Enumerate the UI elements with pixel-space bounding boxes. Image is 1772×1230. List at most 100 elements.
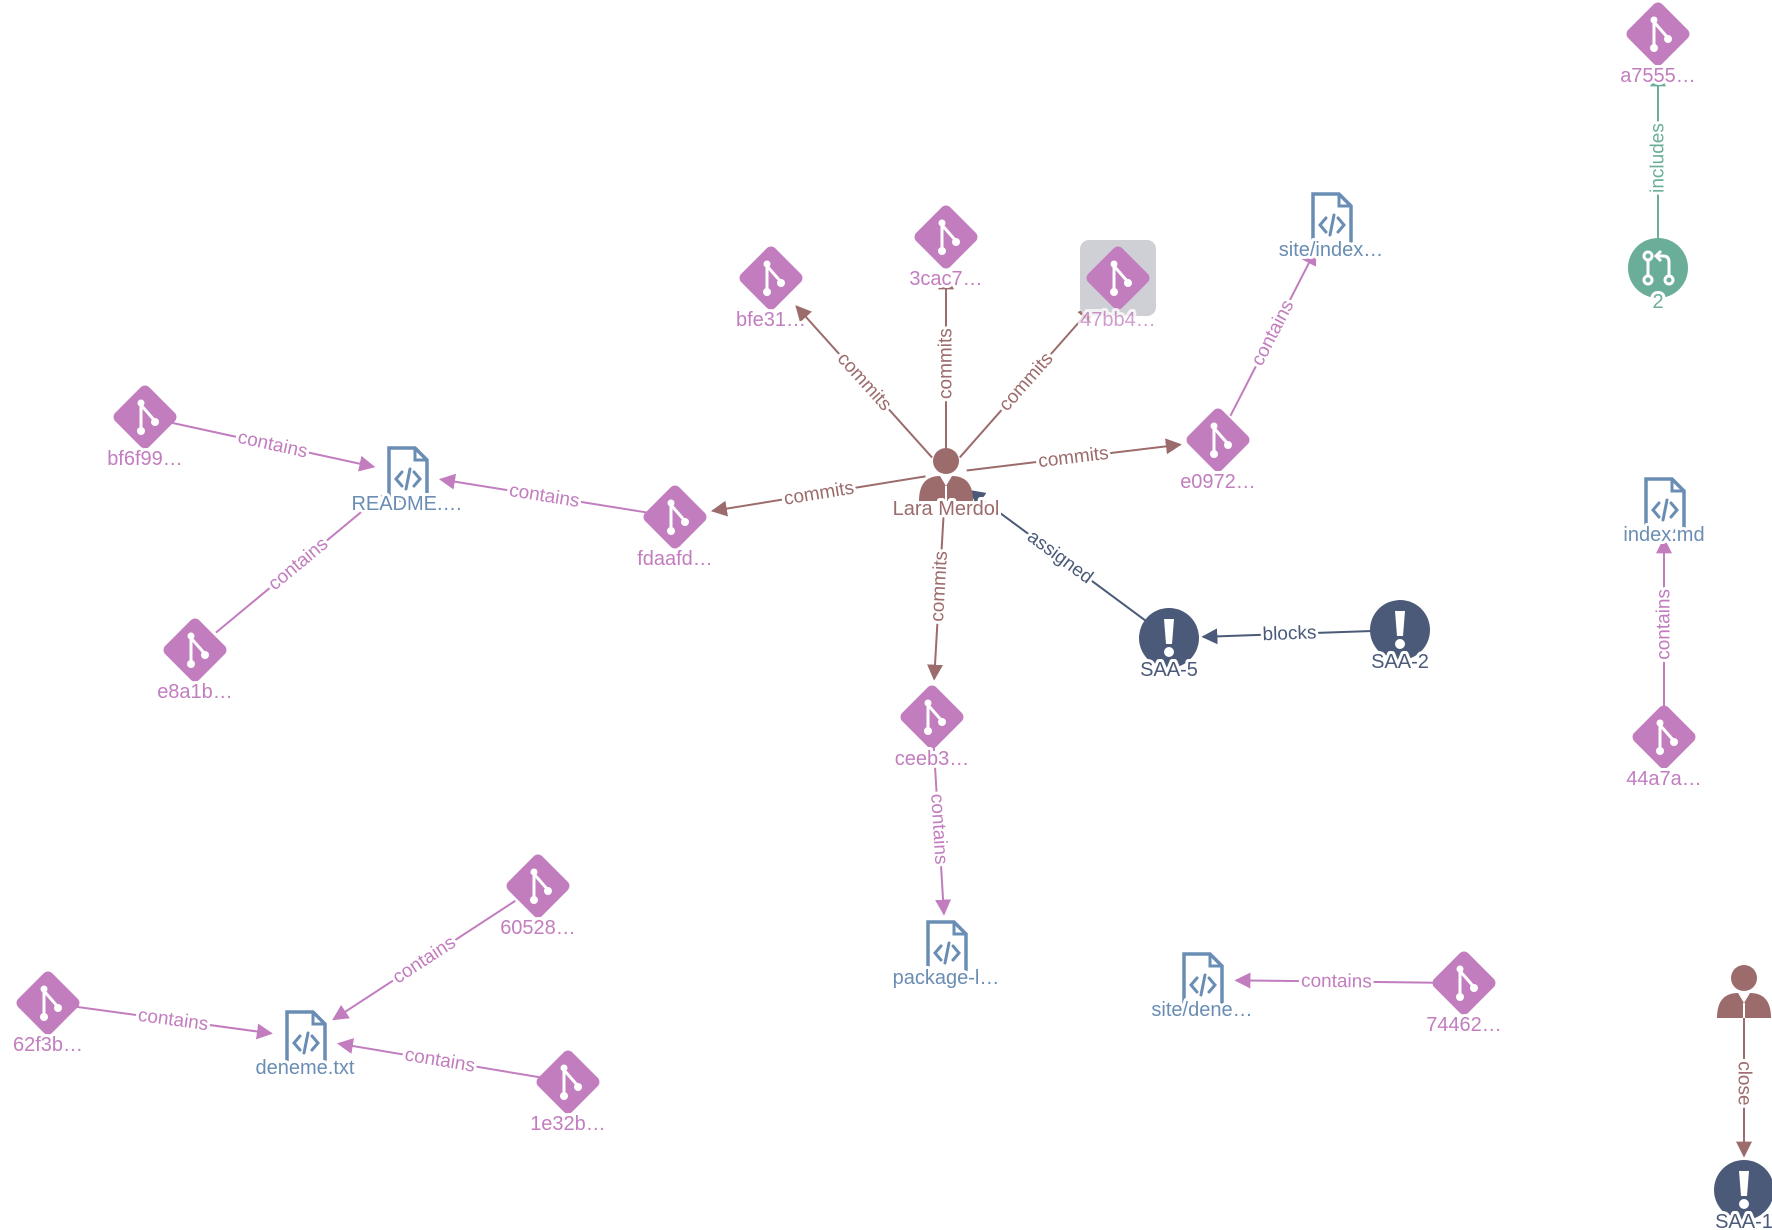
edge-commits[interactable]: commits	[795, 305, 933, 459]
node-label: fdaafd…	[637, 548, 713, 570]
nodes-layer: Lara Merdol bfe31… 3cac7… 47bb4… e0972… site/…	[10, 0, 1772, 1230]
person-icon	[1717, 965, 1771, 1018]
node-commit[interactable]: e0972…	[1177, 406, 1259, 496]
edge-commits[interactable]: commits	[933, 273, 960, 453]
edge-label: contains	[1247, 297, 1298, 370]
edge-includes[interactable]: includes	[1645, 70, 1672, 244]
node-person[interactable]: Lara Merdol	[890, 448, 1002, 523]
git-commit-icon	[914, 205, 978, 269]
node-label: site/index…	[1279, 239, 1384, 261]
issue-alert-icon	[1139, 608, 1199, 668]
node-file[interactable]: site/index…	[1276, 192, 1386, 264]
node-file[interactable]: deneme.txt	[253, 1010, 358, 1082]
edge-contains[interactable]: contains	[336, 1038, 542, 1080]
edge-line	[74, 1005, 273, 1040]
node-label: 47bb4…	[1080, 309, 1156, 331]
edge-line	[1201, 628, 1377, 645]
node-pullrequest[interactable]: 2	[1628, 238, 1688, 316]
edge-contains[interactable]: contains	[1651, 537, 1678, 710]
node-label: 62f3b…	[13, 1034, 83, 1056]
node-commit[interactable]: a7555…	[1617, 0, 1699, 90]
edge-label: assigned	[1023, 526, 1097, 588]
person-icon	[919, 448, 973, 501]
edge-line	[968, 489, 1151, 625]
edge-contains[interactable]: contains	[332, 900, 516, 1021]
node-commit[interactable]: ceeb3…	[892, 683, 972, 773]
edge-line	[927, 493, 946, 681]
edge-label: commits	[927, 551, 952, 623]
node-file[interactable]: index.md	[1620, 477, 1708, 549]
edge-line	[966, 438, 1182, 472]
edge-contains[interactable]: contains	[215, 494, 383, 634]
git-commit-icon	[1632, 705, 1696, 769]
edge-contains[interactable]: contains	[438, 473, 649, 515]
edge-contains[interactable]: contains	[74, 1002, 273, 1040]
git-commit-icon	[1186, 408, 1250, 472]
node-commit[interactable]: 3cac7…	[906, 203, 986, 293]
node-issue[interactable]: SAA-1	[1712, 1160, 1772, 1230]
node-label: deneme.txt	[256, 1057, 355, 1079]
issue-alert-icon	[1370, 600, 1430, 660]
edge-line	[959, 305, 1094, 459]
node-commit[interactable]: 44a7a…	[1623, 703, 1705, 793]
node-label: 2	[1652, 291, 1663, 313]
edge-label: contains	[1654, 589, 1675, 660]
git-commit-icon	[1432, 951, 1496, 1015]
node-label: 44a7a…	[1626, 768, 1702, 790]
node-issue[interactable]: SAA-5	[1137, 608, 1201, 684]
code-file-icon	[285, 1010, 327, 1066]
node-file[interactable]: README.…	[348, 446, 466, 518]
node-label: 1e32b…	[530, 1113, 606, 1135]
edge-line	[438, 473, 649, 514]
git-commit-icon	[1086, 246, 1150, 310]
node-commit[interactable]: bfe31…	[733, 244, 809, 334]
node-label: 60528…	[500, 917, 576, 939]
edge-label: blocks	[1262, 622, 1317, 645]
node-label: ceeb3…	[895, 748, 970, 770]
node-person[interactable]	[1717, 965, 1771, 1018]
node-commit[interactable]: 47bb4…	[1077, 240, 1159, 334]
node-issue[interactable]: SAA-2	[1368, 600, 1432, 676]
edge-contains[interactable]: contains	[923, 744, 954, 916]
node-label: SAA-1	[1715, 1211, 1772, 1230]
node-file[interactable]: package-l…	[890, 920, 1002, 992]
node-commit[interactable]: fdaafd…	[634, 483, 716, 573]
node-label: index.md	[1623, 524, 1704, 546]
edge-line	[215, 494, 383, 634]
node-commit[interactable]: 1e32b…	[527, 1048, 609, 1138]
edge-label: contains	[236, 427, 310, 463]
code-file-icon	[1182, 952, 1224, 1008]
edge-line	[1229, 248, 1317, 417]
node-file[interactable]: site/dene…	[1148, 952, 1256, 1024]
edge-contains[interactable]: contains	[171, 421, 376, 472]
node-label: bfe31…	[736, 309, 806, 331]
edge-label: contains	[264, 533, 332, 594]
node-commit[interactable]: 62f3b…	[10, 969, 86, 1059]
node-commit[interactable]: 60528…	[497, 852, 579, 942]
edge-line	[710, 475, 926, 517]
git-commit-icon	[739, 246, 803, 310]
node-label: bf6f99…	[107, 448, 183, 470]
node-commit[interactable]: bf6f99…	[104, 383, 186, 473]
edge-contains[interactable]: contains	[1234, 968, 1437, 995]
edge-label: commits	[995, 348, 1058, 415]
edge-commits[interactable]: commits	[924, 493, 955, 681]
edge-label: commits	[782, 478, 855, 510]
git-commit-icon	[113, 385, 177, 449]
edge-commits[interactable]: commits	[966, 438, 1182, 475]
git-commit-icon	[536, 1050, 600, 1114]
edge-blocks[interactable]: blocks	[1201, 619, 1377, 648]
edge-close[interactable]: close	[1731, 1010, 1758, 1158]
code-file-icon	[926, 920, 968, 976]
edge-contains[interactable]: contains	[1229, 248, 1317, 417]
edge-label: contains	[508, 480, 581, 512]
edge-label: commits	[1037, 443, 1110, 472]
git-commit-icon	[643, 485, 707, 549]
node-commit[interactable]: e8a1b…	[154, 616, 236, 706]
git-commit-icon	[16, 971, 80, 1035]
edge-line	[1234, 972, 1437, 989]
edge-commits[interactable]: commits	[959, 305, 1094, 459]
node-commit[interactable]: 74462…	[1423, 949, 1505, 1039]
